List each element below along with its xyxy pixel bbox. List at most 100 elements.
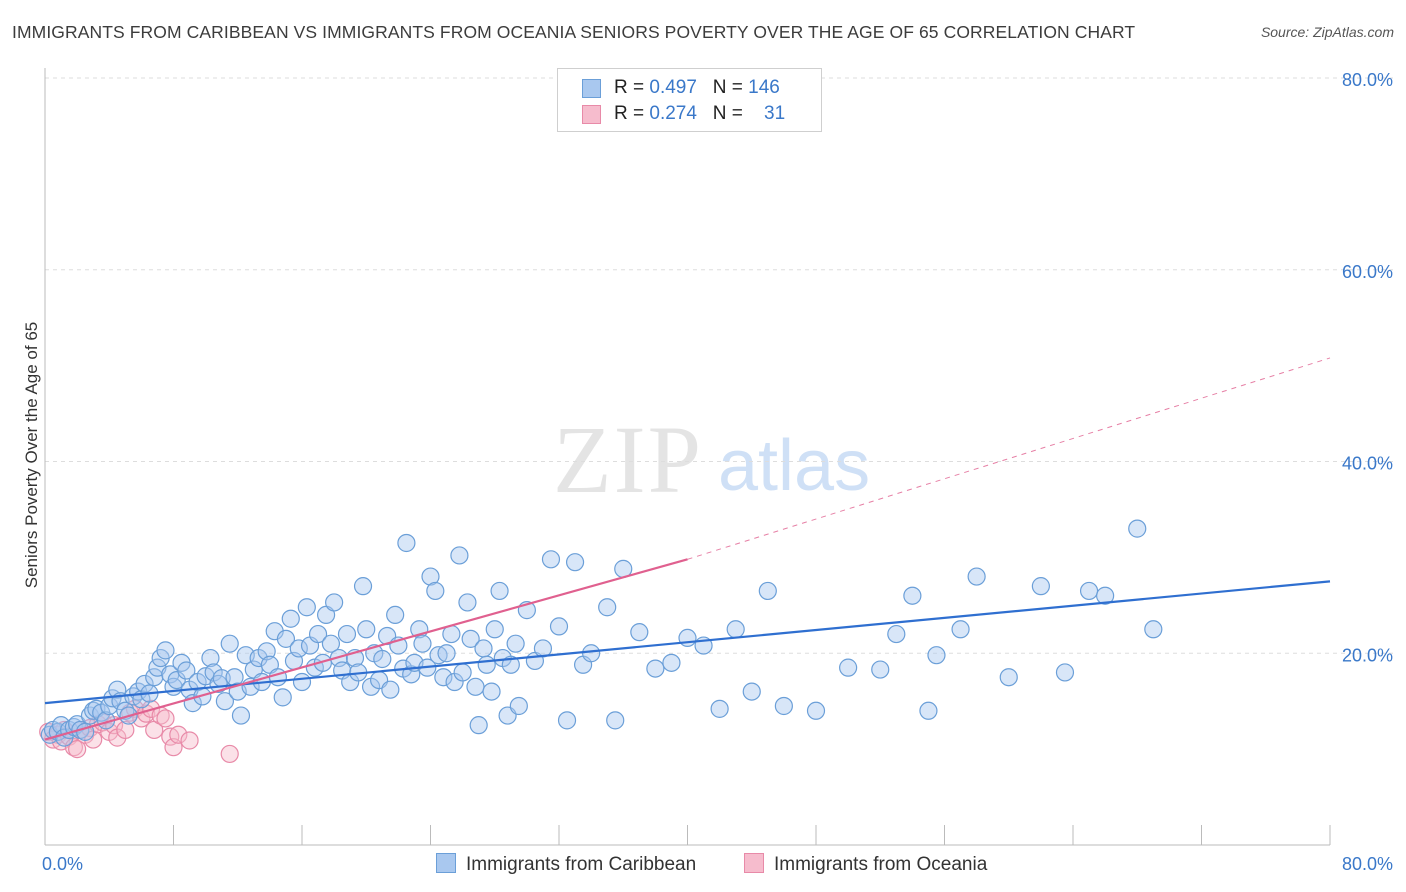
data-point — [485, 620, 504, 639]
data-point — [337, 624, 357, 644]
data-point — [156, 641, 175, 660]
y-tick-label: 20.0% — [1342, 645, 1393, 665]
data-point — [557, 711, 577, 730]
data-point — [215, 692, 234, 711]
data-point — [167, 670, 186, 690]
n-value: 146 — [748, 77, 780, 98]
data-point — [606, 711, 625, 730]
data-point — [276, 629, 296, 648]
data-point — [999, 668, 1018, 687]
data-point — [434, 668, 453, 687]
data-point — [742, 682, 761, 701]
data-point — [951, 620, 970, 639]
y-tick-label: 60.0% — [1342, 262, 1393, 282]
data-point — [156, 709, 175, 728]
data-point — [297, 598, 316, 617]
data-point — [1079, 581, 1099, 601]
data-point — [289, 639, 308, 658]
data-point — [116, 720, 135, 740]
data-point — [490, 581, 509, 601]
r-label: R = — [614, 77, 645, 98]
r-value: 0.497 — [649, 77, 697, 98]
y-tick-labels: 20.0% 40.0% 60.0% 80.0% — [1342, 70, 1393, 665]
data-point — [903, 586, 922, 605]
data-point — [426, 581, 445, 601]
bottom-legend-oceania: Immigrants from Oceania — [744, 853, 987, 876]
data-point — [201, 648, 220, 668]
data-point — [509, 696, 528, 716]
data-point — [220, 634, 239, 653]
data-point — [646, 659, 665, 678]
data-point — [386, 605, 405, 625]
data-point — [308, 624, 328, 644]
legend-text-oceania: R = 0.274 N = 31 — [614, 103, 785, 125]
data-point — [774, 696, 793, 716]
data-point — [710, 699, 729, 718]
data-point — [220, 744, 239, 764]
data-point — [726, 620, 745, 639]
data-point — [169, 725, 188, 744]
data-point — [402, 665, 421, 684]
bottom-legend-swatch-caribbean — [436, 853, 456, 873]
bottom-legend-label-caribbean: Immigrants from Caribbean — [466, 854, 697, 875]
data-point — [469, 716, 488, 735]
data-point — [458, 593, 477, 612]
data-point — [1055, 663, 1075, 682]
data-point — [273, 688, 292, 707]
source-credit[interactable]: Source: ZipAtlas.com — [1260, 24, 1394, 40]
y-axis-label: Seniors Poverty Over the Age of 65 — [22, 322, 41, 588]
y-tick-label: 80.0% — [1342, 70, 1393, 90]
legend-swatch-oceania — [582, 105, 601, 124]
data-point — [839, 658, 858, 677]
legend-swatch-caribbean — [582, 79, 601, 98]
trend-line-caribbean — [44, 580, 1331, 705]
series-caribbean-points — [40, 519, 1163, 747]
data-point — [64, 738, 84, 757]
data-point — [281, 609, 300, 628]
data-point — [549, 617, 569, 636]
y-tick-label: 40.0% — [1342, 454, 1393, 474]
data-point — [474, 639, 493, 658]
x-tick-label: 0.0% — [42, 854, 83, 874]
axes — [44, 68, 1331, 846]
data-point — [68, 740, 87, 759]
data-point — [871, 660, 890, 679]
data-point — [1128, 519, 1147, 538]
data-point — [325, 593, 344, 612]
data-point — [630, 623, 649, 642]
data-point — [231, 706, 251, 725]
data-point — [887, 624, 906, 644]
data-point — [1144, 620, 1163, 639]
data-point — [453, 663, 472, 682]
chart-title: IMMIGRANTS FROM CARIBBEAN VS IMMIGRANTS … — [12, 22, 1136, 42]
data-point — [135, 674, 154, 694]
trend-line-oceania — [44, 558, 688, 741]
bottom-legend-label-oceania: Immigrants from Oceania — [774, 854, 988, 875]
data-point — [461, 629, 480, 648]
n-label: N = — [712, 103, 743, 124]
data-point — [177, 661, 196, 680]
watermark-zip: ZIP — [553, 406, 703, 513]
legend-text-caribbean: R = 0.497 N = 146 — [614, 77, 780, 99]
r-label: R = — [614, 103, 645, 124]
data-point — [565, 553, 585, 572]
data-point — [381, 680, 400, 699]
data-point — [662, 653, 681, 672]
data-point — [598, 598, 617, 617]
data-point — [413, 634, 432, 653]
grid-lines — [45, 77, 1395, 654]
x-tick-label: 80.0% — [1342, 854, 1393, 874]
data-point — [541, 550, 561, 569]
n-label: N = — [712, 77, 743, 98]
correlation-legend: R = 0.497 N = 146 R = 0.274 N = 31 — [557, 68, 822, 132]
r-value: 0.274 — [649, 103, 697, 124]
data-point — [437, 644, 456, 663]
data-point — [373, 649, 392, 669]
data-point — [506, 634, 525, 653]
data-point — [477, 655, 496, 674]
bottom-legend-swatch-oceania — [744, 853, 764, 873]
data-point — [582, 644, 601, 663]
data-point — [466, 677, 485, 696]
data-point — [482, 682, 501, 701]
